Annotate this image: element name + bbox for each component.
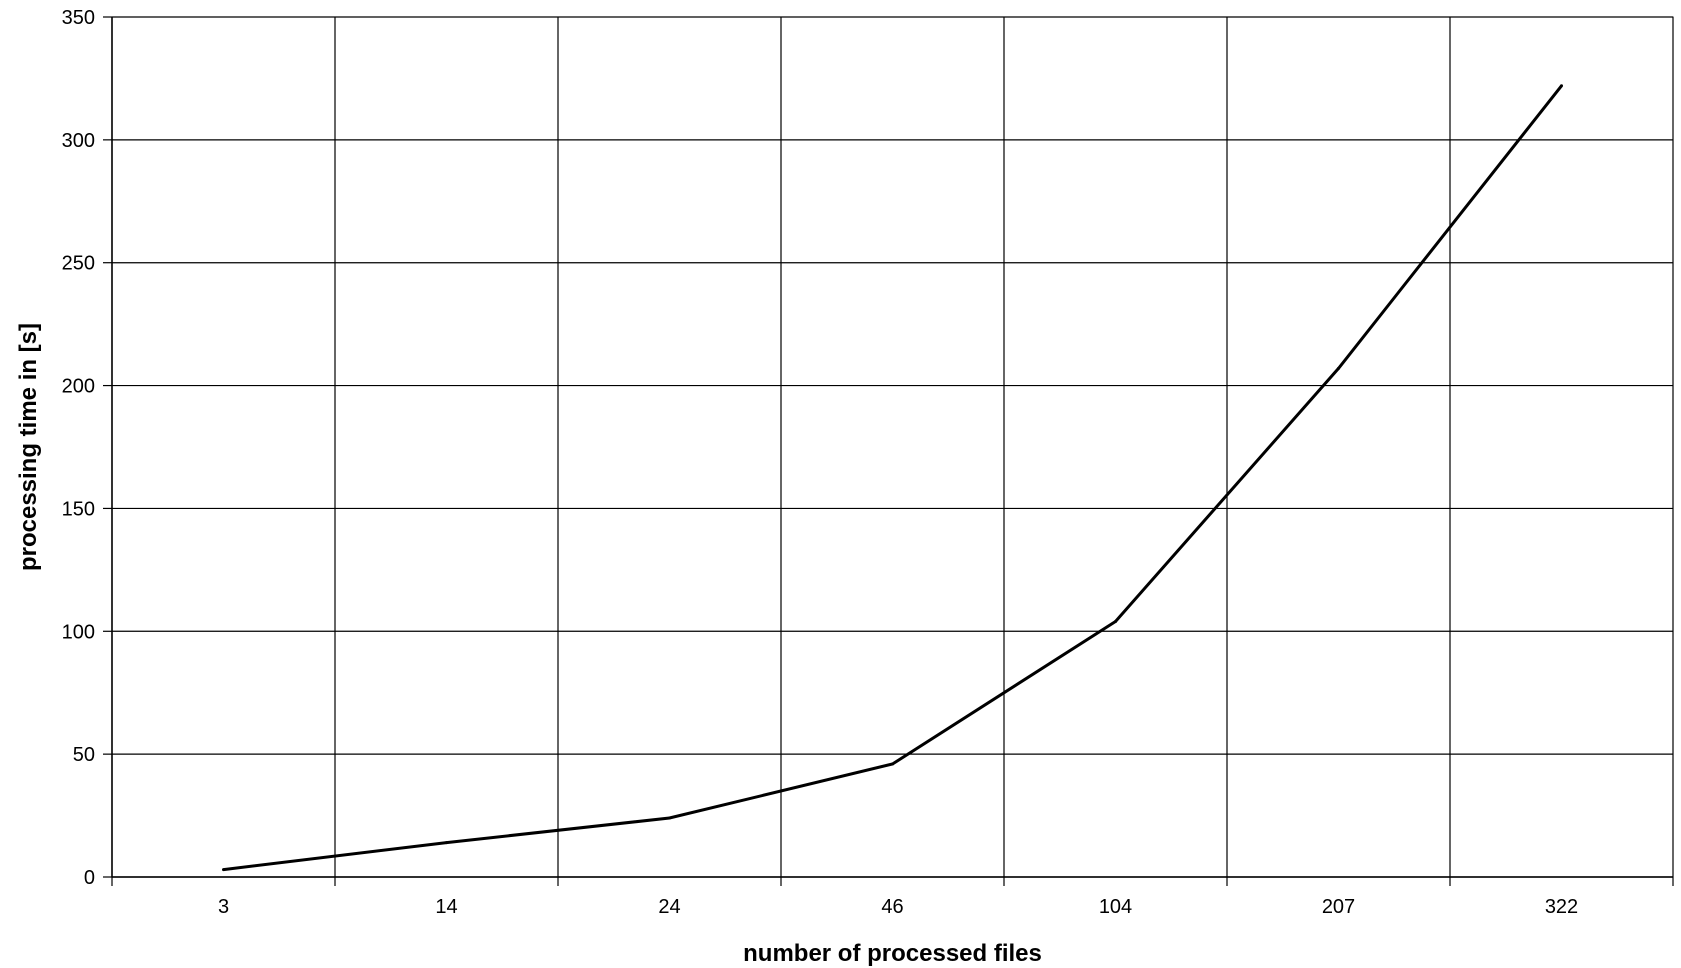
x-tick-label: 14 — [435, 896, 457, 918]
x-tick-label: 207 — [1322, 896, 1355, 918]
data-point — [668, 816, 671, 820]
x-tick-labels: 3 14 24 46 104 207 322 — [218, 896, 1578, 918]
x-tick-label: 46 — [881, 896, 903, 918]
data-point — [891, 762, 894, 766]
axes — [103, 16, 1674, 886]
grid — [111, 16, 1674, 878]
x-tick-label: 104 — [1099, 896, 1132, 918]
x-axis-title: number of processed files — [743, 940, 1042, 967]
y-tick-label: 300 — [62, 130, 95, 152]
y-tick-label: 100 — [62, 621, 95, 643]
data-point — [445, 841, 448, 845]
data-point — [1114, 619, 1117, 623]
y-tick-label: 250 — [62, 253, 95, 275]
x-tick-label: 24 — [658, 896, 680, 918]
series-line — [223, 84, 1563, 872]
x-tick-label: 3 — [218, 896, 229, 918]
data-point — [222, 868, 225, 872]
data-point — [1337, 366, 1340, 370]
y-tick-label: 50 — [73, 744, 95, 766]
y-axis-title: processing time in [s] — [15, 323, 42, 571]
y-tick-label: 200 — [62, 376, 95, 398]
y-tick-labels: 0 50 100 150 200 250 300 350 — [62, 7, 95, 889]
x-tick-label: 322 — [1545, 896, 1578, 918]
data-point — [1560, 84, 1563, 88]
y-tick-label: 350 — [62, 7, 95, 29]
plot-area — [111, 16, 1674, 878]
y-tick-label: 0 — [84, 867, 95, 889]
y-tick-label: 150 — [62, 498, 95, 520]
